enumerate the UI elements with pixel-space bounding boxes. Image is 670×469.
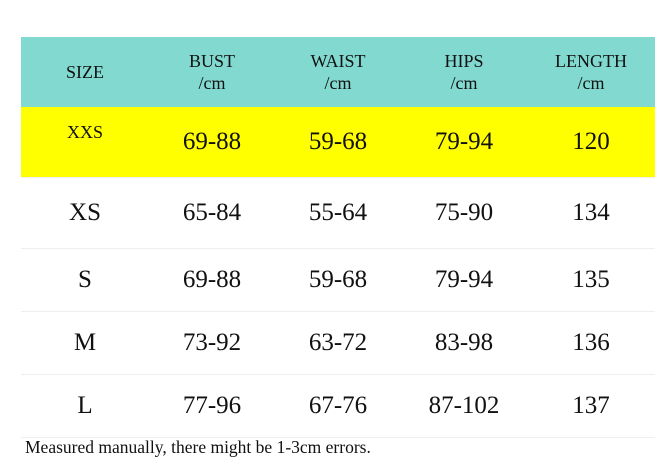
waist-cell: 55-64 (308, 199, 368, 227)
table-row-s: S 69-88 59-68 79-94 135 (21, 248, 655, 311)
table-row-xs: XS 65-84 55-64 75-90 134 (21, 177, 655, 248)
hips-cell: 87-102 (428, 392, 500, 420)
length-cell: 120 (572, 128, 610, 156)
header-size: SIZE (21, 61, 149, 84)
length-cell: 135 (572, 266, 610, 294)
header-unit: /cm (198, 73, 226, 93)
header-unit: /cm (324, 73, 352, 93)
header-label: BUST (188, 50, 235, 71)
table-row-l: L 77-96 67-76 87-102 137 (21, 374, 655, 438)
header-bust: BUST/cm (149, 50, 275, 95)
size-chart-table: SIZE BUST/cm WAIST/cm HIPS/cm LENGTH/cm … (21, 37, 655, 438)
hips-cell: 79-94 (434, 266, 494, 294)
size-cell: XXS (66, 122, 103, 142)
bust-cell: 69-88 (182, 266, 242, 294)
header-hips: HIPS/cm (401, 50, 527, 95)
bust-cell: 77-96 (182, 392, 242, 420)
size-cell: S (78, 266, 92, 294)
length-cell: 136 (572, 329, 610, 357)
hips-cell: 83-98 (434, 329, 494, 357)
waist-cell: 67-76 (308, 392, 368, 420)
bust-cell: 65-84 (182, 199, 242, 227)
length-cell: 137 (572, 392, 610, 420)
size-cell: L (77, 392, 93, 420)
waist-cell: 59-68 (308, 266, 368, 294)
size-cell: XS (69, 199, 101, 227)
bust-cell: 69-88 (182, 128, 242, 156)
header-label: WAIST (310, 50, 366, 71)
table-row-xxs: XXS 69-88 59-68 79-94 120 (21, 107, 655, 177)
waist-cell: 63-72 (308, 329, 368, 357)
header-label: LENGTH (555, 50, 627, 71)
waist-cell: 59-68 (308, 128, 368, 156)
header-label: HIPS (444, 50, 484, 71)
header-unit: /cm (450, 73, 478, 93)
hips-cell: 79-94 (434, 128, 494, 156)
measurement-note: Measured manually, there might be 1-3cm … (25, 437, 371, 457)
size-cell: M (73, 329, 97, 357)
header-waist: WAIST/cm (275, 50, 401, 95)
hips-cell: 75-90 (434, 199, 494, 227)
header-label: SIZE (66, 61, 104, 82)
bust-cell: 73-92 (182, 329, 242, 357)
header-length: LENGTH/cm (527, 50, 655, 95)
header-row: SIZE BUST/cm WAIST/cm HIPS/cm LENGTH/cm (21, 37, 655, 107)
length-cell: 134 (572, 199, 610, 227)
table-row-m: M 73-92 63-72 83-98 136 (21, 311, 655, 374)
header-unit: /cm (577, 73, 605, 93)
